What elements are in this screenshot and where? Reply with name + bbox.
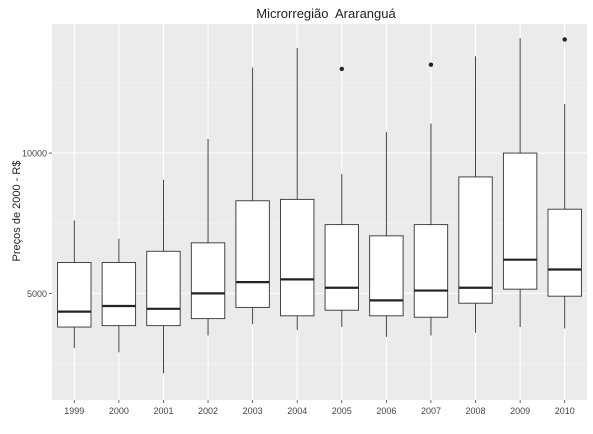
y-tick-label: 5000 bbox=[27, 289, 47, 299]
outlier-point bbox=[562, 37, 567, 42]
x-tick-label: 2009 bbox=[510, 406, 530, 416]
box-iqr bbox=[547, 208, 582, 297]
x-tick-label: 1999 bbox=[64, 406, 84, 416]
chart-title: Microrregião Araranguá bbox=[256, 6, 396, 21]
box-iqr bbox=[57, 262, 92, 328]
x-tick-label: 2001 bbox=[153, 406, 173, 416]
box-iqr bbox=[280, 198, 315, 317]
x-tick-label: 2006 bbox=[376, 406, 396, 416]
x-tick-label: 2007 bbox=[421, 406, 441, 416]
box-iqr bbox=[190, 242, 226, 320]
outlier-point bbox=[428, 62, 434, 67]
box-iqr bbox=[458, 176, 493, 304]
x-tick-label: 2005 bbox=[332, 406, 352, 416]
box-iqr bbox=[324, 224, 359, 311]
x-tick-label: 2000 bbox=[109, 406, 129, 416]
box-iqr bbox=[101, 262, 137, 327]
box-iqr bbox=[146, 250, 181, 327]
x-tick-label: 2003 bbox=[243, 406, 263, 416]
plot-panel bbox=[52, 24, 587, 400]
y-tick-label: 10000 bbox=[22, 149, 47, 159]
box-iqr bbox=[235, 200, 270, 308]
x-tick-label: 2008 bbox=[466, 406, 486, 416]
x-tick-label: 2004 bbox=[287, 406, 307, 416]
box-iqr bbox=[369, 235, 404, 317]
box-iqr bbox=[502, 152, 538, 290]
outlier-point bbox=[339, 66, 344, 72]
x-tick-label: 2002 bbox=[198, 406, 218, 416]
box-iqr bbox=[413, 224, 449, 318]
x-tick-label: 2010 bbox=[555, 406, 575, 416]
